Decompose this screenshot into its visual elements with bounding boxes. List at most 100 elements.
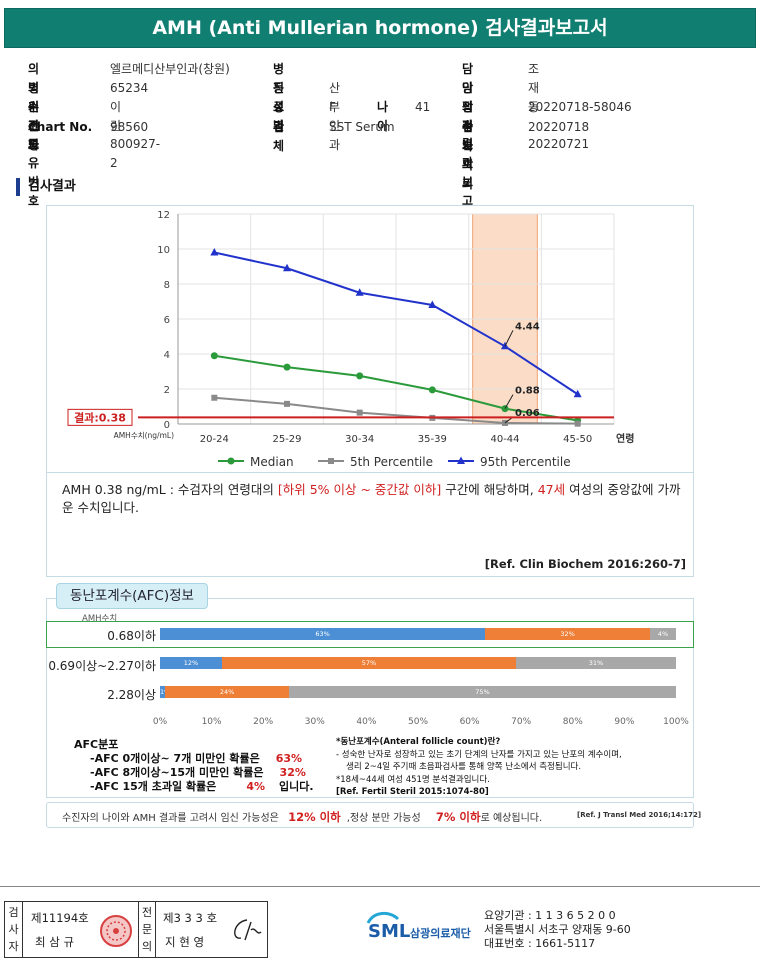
afc-row-label: 0.69이상~2.27이하 [48,659,156,673]
afc-summary-value: 32% [279,766,306,779]
afc-note-line: *18세~44세 여성 451명 분석결과입니다. [336,774,490,785]
x-tick-label: 35-39 [418,434,447,445]
pregnancy-reference: [Ref. J Transl Med 2016;14:172] [577,811,702,819]
data-point [355,288,364,296]
interpretation-text: AMH 0.38 ng/mL : 수검자의 연령대의 [하위 5% 이상 ~ 중… [62,481,687,517]
annotation-leader [504,330,514,347]
afc-bar-segment: 24% [165,686,289,698]
info-value: 20220721 [528,137,590,151]
interpretation-box [46,473,694,577]
afc-summary-suffix: 입니다. [279,780,314,793]
legend-label: Median [250,455,294,469]
inst-phone: 대표번호 : 1661-5117 [484,937,596,950]
preg-value2: 7% 이하 [435,810,481,824]
preg-text3: 로 예상됩니다. [480,813,543,824]
info-value: 65234 [110,81,149,95]
afc-bar-segment: 75% [289,686,676,698]
logo-text: SML [368,921,411,942]
interp-age: 47세 [537,482,566,497]
afc-bar-label: 31% [588,659,604,667]
info-label: Chart No. [28,120,93,134]
info-label: 성별 [273,100,285,133]
y-tick-label: 4 [164,350,170,361]
examiner-label: 검사자 [5,902,23,957]
info-label: 검체 [273,120,285,153]
afc-summary-title: AFC분포 [74,738,119,751]
specialist-label: 전문의 [138,902,156,957]
data-point [284,400,290,407]
afc-row-label: 0.68이하 [107,629,156,643]
afc-axis-tick: 90% [614,717,635,727]
afc-unit-label: AMH수치 [82,614,118,624]
info-label: 병동 [273,62,285,95]
afc-axis-tick: 40% [356,717,377,727]
afc-bar-label: 32% [560,630,575,638]
info-value: 800927-2 [110,137,161,170]
data-point [211,394,218,401]
company-name: 삼광의료재단 [410,927,471,940]
signature-box: 검사자 제11194호 최 삼 규 전문의 제3 3 3 호 지 현 영 [4,901,268,958]
company-logo: SML 삼광의료재단 [364,909,484,953]
legend-marker [328,458,334,464]
afc-bar-label: 75% [475,688,490,696]
data-point [573,389,582,398]
age-label: 나이 [377,100,389,133]
inst-address: 서울특별시 서초구 양재동 9-60 [484,923,631,936]
chart-frame [46,205,694,473]
afc-bar-segment: 32% [485,628,651,640]
afc-bar-label: 57% [361,659,377,667]
afc-axis-tick: 20% [253,717,274,727]
y-tick-label: 6 [164,315,170,326]
interp-part5: 여성의 중앙값에 가까운 수치입니다. [62,482,681,515]
afc-summary-text: -AFC 0개이상~ 7개 미만인 확률은 [90,752,260,765]
y-tick-label: 12 [157,210,170,221]
afc-axis-tick: 100% [663,717,689,727]
afc-summary-row: -AFC 0개이상~ 7개 미만인 확률은 63% [74,752,314,766]
info-value: 20220718-58046 [528,100,632,114]
result-label: 결과:0.38 [74,410,126,424]
pregnancy-text: 수진자의 나이와 AMH 결과를 고려시 임신 가능성은 12% 이하 ,정상 분… [62,809,542,825]
info-label: 고유번호 [28,137,40,208]
info-value: 98560 [110,120,149,134]
afc-axis-tick: 50% [407,717,429,727]
legend-marker [457,456,465,464]
afc-bar-segment: 31% [516,657,676,669]
data-point [210,248,219,256]
afc-note-line: - 성숙한 난자로 성장하고 있는 초기 단계의 난자를 가지고 있는 난포의 … [336,749,622,760]
preg-text2: ,정상 분만 가능성 [346,813,421,824]
afc-summary-text: -AFC 15개 초과일 확률은 [90,780,217,793]
interp-part1: AMH 0.38 ng/mL : 수검자의 연령대의 [62,482,278,497]
data-label: 4.44 [515,321,540,332]
legend-label: 95th Percentile [480,455,571,469]
age-value: 41 [415,100,431,114]
signature-icon [234,919,262,941]
afc-axis-tick: 80% [562,717,583,727]
afc-bar-segment: 12% [160,657,222,669]
section-title: 검사결과 [16,178,76,196]
afc-bar-segment: 57% [221,657,517,669]
specialist-name: 지 현 영 [165,935,205,949]
info-value: 조재동 [528,62,540,114]
series-line [214,251,579,396]
data-point [356,409,363,416]
afc-bar-label: 63% [315,630,330,638]
preg-value1: 12% 이하 [288,810,341,824]
interpretation-reference: [Ref. Clin Biochem 2016:260-7] [484,557,686,571]
interp-part3: 구간에 해당하며, [441,482,538,497]
x-tick-label: 25-29 [272,434,301,445]
info-label: 결과보고 [462,137,474,208]
footer-divider [0,886,760,887]
afc-bar-segment: 4% [650,628,676,640]
info-value: SST Serum [329,120,395,134]
afc-summary-text: -AFC 8개이상~15개 미만인 확률은 [90,766,264,779]
x-tick-label: 20-24 [200,434,229,445]
series-line [214,396,578,425]
x-tick-label: 45-50 [563,434,592,445]
data-point [283,263,291,272]
afc-title: 동난포계수(AFC)정보 [56,583,208,609]
data-point [210,352,218,360]
y-tick-label: 2 [164,385,170,396]
inst-code: 요양기관 : 1 1 3 6 5 2 0 0 [484,909,616,922]
afc-summary-row: -AFC 15개 초과일 확률은 4% 입니다. [74,780,314,794]
info-label: 접수번호 [462,100,474,171]
